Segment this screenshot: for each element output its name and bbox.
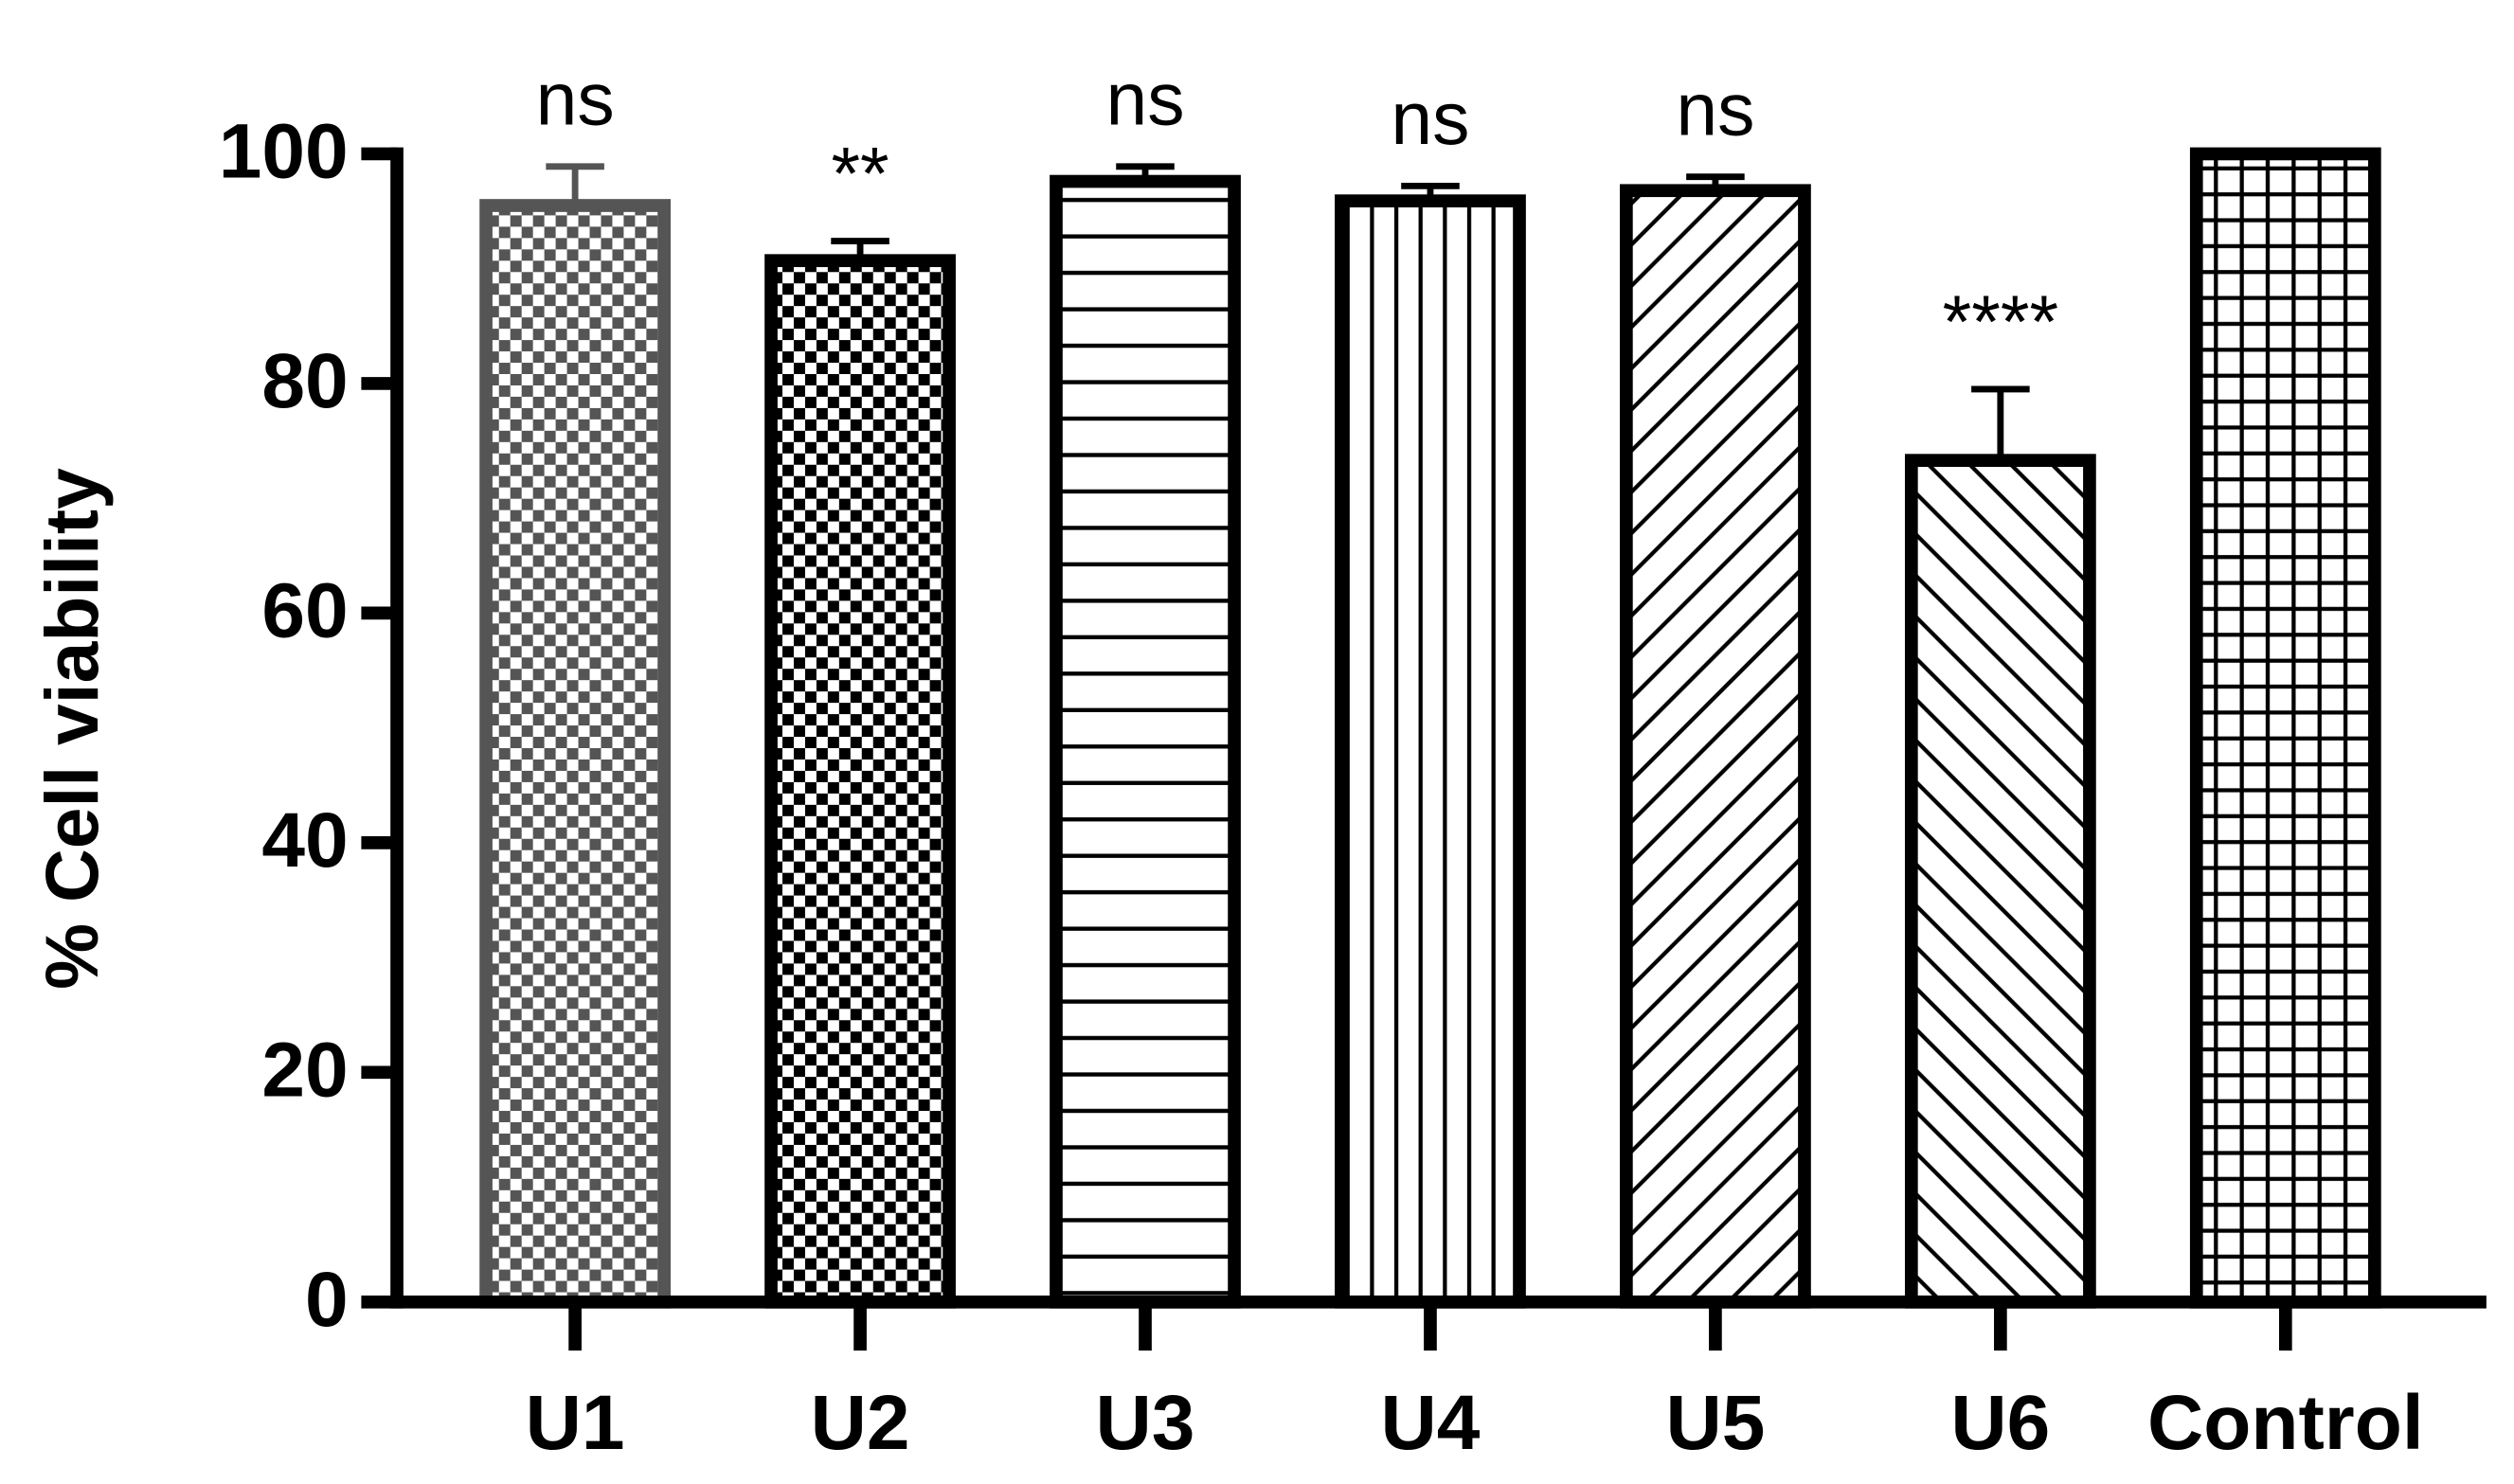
y-tick-label: 80 (261, 338, 348, 424)
x-tick-label: U6 (1950, 1380, 2050, 1466)
y-tick-label: 20 (261, 1027, 348, 1113)
x-tick-label: Control (2147, 1380, 2424, 1466)
bar (1904, 454, 2096, 1309)
x-tick-label: U3 (1096, 1380, 1195, 1466)
bar (1620, 184, 1811, 1309)
significance-label: ** (831, 132, 889, 215)
significance-label: ns (1676, 67, 1754, 151)
y-tick-label: 100 (219, 109, 349, 195)
x-tick-label: U1 (526, 1380, 625, 1466)
y-axis-label: % Cell viability (30, 468, 114, 990)
x-tick-label: U4 (1381, 1380, 1481, 1466)
bar (764, 254, 956, 1309)
x-tick-label: U5 (1665, 1380, 1765, 1466)
significance-label: **** (1943, 280, 2058, 364)
bar (479, 199, 671, 1309)
y-tick-label: 0 (305, 1257, 349, 1343)
significance-label: ns (1391, 77, 1469, 160)
y-tick-label: 60 (261, 567, 348, 653)
bar (1335, 194, 1526, 1309)
x-tick-label: U2 (811, 1380, 910, 1466)
bar (2189, 147, 2381, 1309)
bar (1050, 174, 1241, 1309)
y-tick-label: 40 (261, 797, 348, 884)
significance-label: ns (536, 58, 615, 141)
significance-label: ns (1105, 58, 1184, 141)
